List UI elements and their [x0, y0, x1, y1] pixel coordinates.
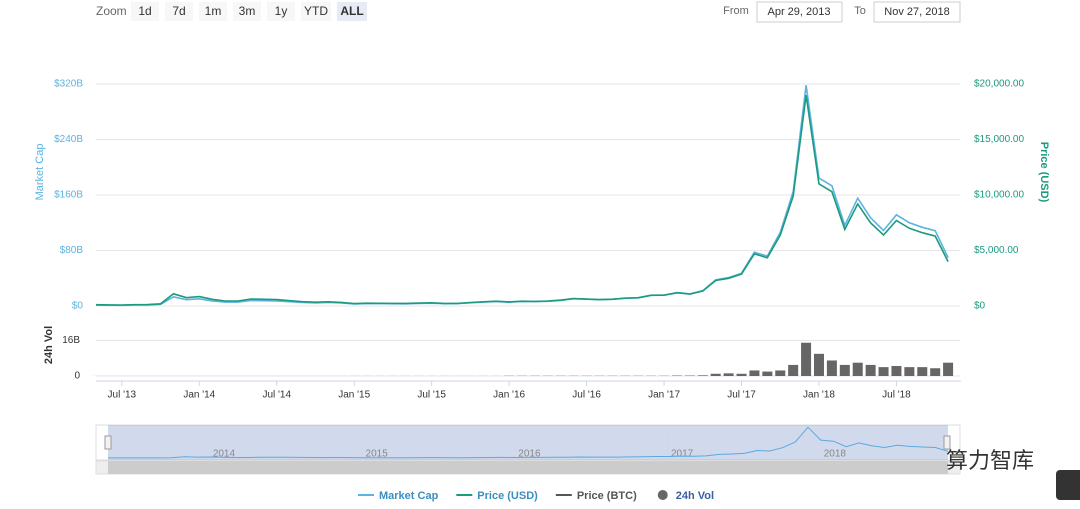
navigator-handle[interactable] [943, 435, 951, 450]
x-tick-label: Jan '17 [648, 390, 680, 401]
y3-tick-label: 0 [74, 371, 80, 382]
zoom-button-label[interactable]: 7d [172, 4, 185, 18]
zoom-button[interactable] [199, 2, 227, 21]
legend-label[interactable]: Price (BTC) [577, 490, 637, 502]
from-input[interactable] [756, 1, 843, 23]
volume-bar [762, 371, 773, 376]
zoom-button-label[interactable]: 3m [239, 4, 256, 18]
volume-bar [852, 362, 863, 376]
zoom-button[interactable] [131, 2, 159, 21]
volume-bar [826, 360, 837, 376]
navigator-frame [95, 424, 961, 461]
y3-axis-title: 24h Vol [43, 326, 55, 364]
legend-symbol [657, 490, 668, 500]
watermark: 算力智库 [946, 448, 1034, 473]
zoom-button[interactable] [301, 2, 331, 21]
volume-bar [710, 373, 721, 376]
navigator-handle[interactable] [104, 435, 112, 450]
x-tick-label: Jan '18 [803, 390, 835, 401]
x-tick-label: Jul '13 [108, 390, 137, 401]
scroll-top-button[interactable] [1056, 470, 1080, 500]
volume-bar [813, 353, 824, 376]
zoom-button[interactable] [165, 2, 193, 21]
zoom-button[interactable] [337, 2, 367, 21]
navigator-tick-label: 2015 [366, 449, 389, 460]
volume-bar [749, 370, 760, 376]
y2-tick-label: $0 [974, 301, 986, 312]
y2-tick-label: $15,000.00 [974, 134, 1024, 145]
zoom-button-label[interactable]: ALL [340, 4, 363, 18]
y2-axis-title: Price (USD) [1038, 142, 1050, 203]
navigator-line [108, 426, 949, 459]
zoom-button-label[interactable]: 1y [275, 4, 288, 18]
navigator-tick-label: 2018 [824, 449, 847, 460]
volume-bar [788, 364, 799, 376]
y2-tick-label: $10,000.00 [974, 190, 1024, 201]
series-line [95, 94, 949, 306]
volume-bar [943, 362, 954, 376]
volume-bar [801, 342, 812, 376]
volume-bar [839, 364, 850, 376]
zoom-button-label[interactable]: YTD [304, 4, 328, 18]
x-tick-label: Jan '14 [183, 390, 215, 401]
y-tick-label: $160B [54, 190, 83, 201]
x-tick-label: Jul '14 [262, 390, 291, 401]
volume-bar [775, 370, 786, 376]
legend-label[interactable]: Market Cap [379, 490, 439, 502]
volume-bar [865, 364, 876, 376]
y-tick-label: $0 [72, 301, 84, 312]
volume-bar [930, 368, 941, 376]
legend-label[interactable]: Price (USD) [477, 490, 538, 502]
to-label: To [854, 5, 866, 17]
volume-bar [723, 373, 734, 376]
from-date[interactable]: Apr 29, 2013 [768, 6, 831, 18]
volume-bar [736, 373, 747, 376]
navigator-tick-label: 2017 [671, 449, 694, 460]
x-tick-label: Jul '18 [882, 390, 911, 401]
legend-label[interactable]: 24h Vol [676, 490, 714, 502]
navigator-tick-label: 2014 [213, 449, 236, 460]
x-tick-label: Jan '15 [338, 390, 370, 401]
x-tick-label: Jul '16 [572, 390, 601, 401]
volume-bar [697, 375, 708, 376]
y-tick-label: $240B [54, 134, 83, 145]
zoom-button-label[interactable]: 1m [205, 4, 222, 18]
volume-bar [917, 367, 928, 376]
y-tick-label: $80B [60, 245, 84, 256]
volume-bar [904, 367, 915, 376]
x-tick-label: Jan '16 [493, 390, 525, 401]
navigator-window[interactable] [108, 425, 948, 460]
zoom-button-label[interactable]: 1d [138, 4, 151, 18]
zoom-button[interactable] [233, 2, 261, 21]
x-tick-label: Jul '15 [417, 390, 446, 401]
zoom-button[interactable] [267, 2, 295, 21]
y2-tick-label: $20,000.00 [974, 79, 1024, 90]
volume-bar [878, 367, 889, 376]
from-label: From [723, 5, 749, 17]
to-date[interactable]: Nov 27, 2018 [884, 6, 949, 18]
x-tick-label: Jul '17 [727, 390, 756, 401]
zoom-label: Zoom [96, 4, 127, 18]
y3-tick-label: 16B [62, 335, 80, 346]
navigator-tick-label: 2016 [518, 449, 541, 460]
y-axis-title: Market Cap [34, 144, 46, 201]
scrollbar-thumb[interactable] [108, 461, 948, 474]
y-tick-label: $320B [54, 79, 83, 90]
volume-bar [891, 366, 902, 376]
to-input[interactable] [873, 1, 961, 23]
y2-tick-label: $5,000.00 [974, 245, 1019, 256]
